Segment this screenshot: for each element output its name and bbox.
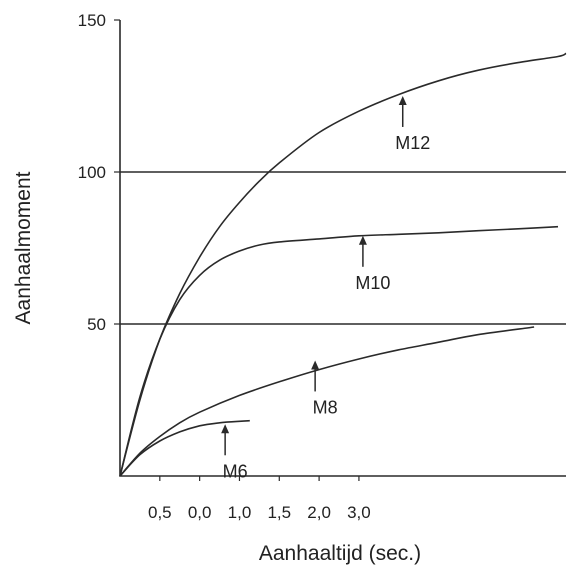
series-line-m10 bbox=[119, 225, 559, 477]
x-tick-label: 2,0 bbox=[307, 503, 331, 522]
series-label-m8: M8 bbox=[313, 397, 338, 417]
axes bbox=[119, 20, 566, 477]
series-line-m6 bbox=[119, 419, 250, 477]
series-line-m12 bbox=[119, 52, 567, 477]
series-arrow-head-m12 bbox=[398, 95, 407, 105]
series-arrow-head-m8 bbox=[311, 360, 320, 370]
x-tick-label: 1,0 bbox=[228, 503, 252, 522]
y-tick-label: 50 bbox=[87, 315, 106, 334]
x-tick-label: 0,0 bbox=[188, 503, 212, 522]
x-tick-label: 3,0 bbox=[347, 503, 371, 522]
series-arrow-head-m10 bbox=[358, 235, 367, 245]
x-tick-label: 1,5 bbox=[267, 503, 291, 522]
series-line-m8 bbox=[119, 326, 535, 477]
y-tick-label: 100 bbox=[78, 163, 106, 182]
axis-frame bbox=[119, 20, 566, 477]
x-axis-label: Aanhaaltijd (sec.) bbox=[259, 542, 421, 565]
x-tick-label: 0,5 bbox=[148, 503, 172, 522]
y-axis-label: Aanhaalmoment bbox=[12, 171, 35, 324]
series-label-m12: M12 bbox=[395, 133, 430, 153]
ticks: 50 100 150 0,5 0,0 1,0 1,5 2,0 3,0 bbox=[78, 11, 371, 522]
series-label-m10: M10 bbox=[355, 273, 390, 293]
series-arrow-head-m6 bbox=[221, 424, 230, 434]
series-annotations: M6 M8 M10 M12 bbox=[221, 95, 430, 481]
gridlines bbox=[120, 171, 566, 325]
y-tick-label: 150 bbox=[78, 11, 106, 30]
series-label-m6: M6 bbox=[223, 461, 248, 481]
series-curves bbox=[119, 52, 567, 477]
